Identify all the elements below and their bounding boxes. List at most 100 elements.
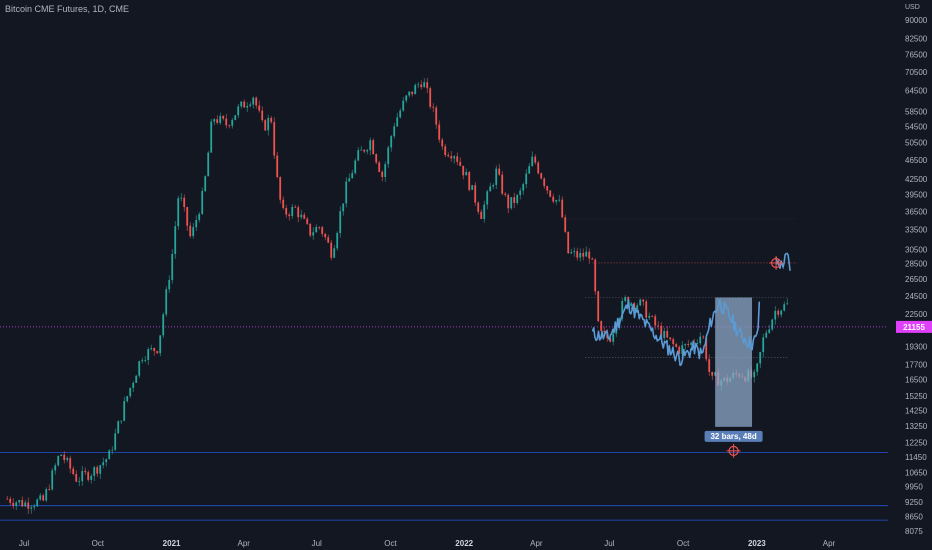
candle-body — [525, 173, 528, 185]
candle-body — [681, 345, 684, 354]
candle-body — [84, 470, 87, 473]
candle-body — [150, 347, 153, 350]
candle-body — [132, 382, 135, 388]
candle-body — [48, 489, 51, 490]
candle-body — [351, 173, 354, 179]
candle-body — [243, 101, 246, 108]
candle-body — [597, 291, 600, 322]
candle-body — [39, 495, 42, 500]
y-tick-label: 58500 — [905, 107, 928, 116]
candle-body — [120, 420, 123, 422]
candle-body — [330, 242, 333, 258]
candle-body — [393, 126, 396, 137]
candle-body — [78, 481, 81, 483]
candle-body — [321, 227, 324, 234]
candle-body — [528, 166, 531, 174]
candle-body — [201, 190, 204, 214]
y-tick-label: 9950 — [905, 483, 923, 492]
candle-body — [756, 363, 759, 372]
candle-body — [675, 344, 678, 347]
x-tick-label: Apr — [823, 539, 836, 548]
candle-body — [411, 91, 414, 95]
y-tick-label: 8650 — [905, 512, 923, 521]
candle-body — [135, 375, 138, 383]
candle-body — [495, 168, 498, 185]
candle-body — [126, 396, 129, 402]
candle-body — [414, 85, 417, 95]
candle-body — [279, 177, 282, 200]
candle-body — [426, 82, 429, 89]
candle-body — [498, 168, 501, 175]
candle-body — [87, 472, 90, 480]
candle-body — [357, 150, 360, 161]
candle-body — [342, 203, 345, 212]
candle-body — [252, 97, 255, 105]
projection-tail — [775, 252, 791, 271]
candle-body — [384, 164, 387, 178]
candle-body — [762, 337, 765, 353]
candle-body — [27, 502, 30, 509]
candle-body — [564, 217, 567, 232]
candle-body — [501, 174, 504, 194]
candle-body — [591, 258, 594, 260]
projection-line — [591, 298, 761, 367]
candle-body — [204, 176, 207, 191]
candle-body — [168, 280, 171, 290]
x-tick-label: 2021 — [163, 539, 181, 548]
y-tick-label: 19300 — [905, 342, 928, 351]
candle-body — [60, 454, 63, 457]
candle-body — [111, 449, 114, 451]
candle-body — [12, 502, 15, 506]
candle-body — [672, 339, 675, 345]
y-tick-label: 42500 — [905, 175, 928, 184]
candle-body — [54, 465, 57, 471]
candle-body — [561, 199, 564, 218]
y-tick-label: 11450 — [905, 453, 927, 462]
candle-body — [207, 152, 210, 177]
y-tick-label: 17700 — [905, 361, 928, 370]
candle-body — [546, 186, 549, 191]
candle-body — [285, 207, 288, 215]
candle-body — [327, 237, 330, 243]
candle-body — [153, 347, 156, 352]
candle-body — [348, 178, 351, 182]
candles — [6, 77, 789, 514]
candle-body — [66, 458, 69, 461]
y-tick-label: 50500 — [905, 138, 928, 147]
y-tick-label: 76500 — [905, 50, 928, 59]
chart-title: Bitcoin CME Futures, 1D, CME — [5, 4, 130, 14]
candle-body — [273, 122, 276, 156]
candle-body — [213, 119, 216, 122]
candle-body — [513, 197, 516, 203]
candle-body — [396, 117, 399, 127]
candle-body — [33, 506, 36, 508]
candle-body — [189, 225, 192, 237]
candle-body — [210, 121, 213, 153]
price-axis: USD 8075 8650 9250 9950 10650 11450 12250 13250 1… — [896, 4, 932, 536]
candle-body — [183, 197, 186, 208]
candle-body — [468, 171, 471, 190]
candle-body — [753, 371, 756, 378]
projection-series — [591, 252, 791, 367]
candle-body — [51, 470, 54, 490]
candle-body — [567, 231, 570, 254]
candle-body — [537, 162, 540, 174]
candle-body — [486, 191, 489, 205]
candle-body — [768, 329, 771, 333]
candle-body — [294, 206, 297, 208]
candle-body — [507, 194, 510, 209]
candle-body — [219, 115, 222, 123]
candle-body — [75, 474, 78, 482]
candle-body — [624, 296, 627, 302]
candle-body — [702, 336, 705, 338]
candle-body — [228, 125, 231, 127]
candle-body — [96, 467, 99, 474]
candle-body — [291, 206, 294, 217]
candle-body — [375, 154, 378, 163]
candle-body — [453, 156, 456, 159]
candle-body — [519, 190, 522, 196]
candle-body — [441, 139, 444, 147]
candle-body — [777, 310, 780, 315]
x-tick-label: 2023 — [748, 539, 766, 548]
